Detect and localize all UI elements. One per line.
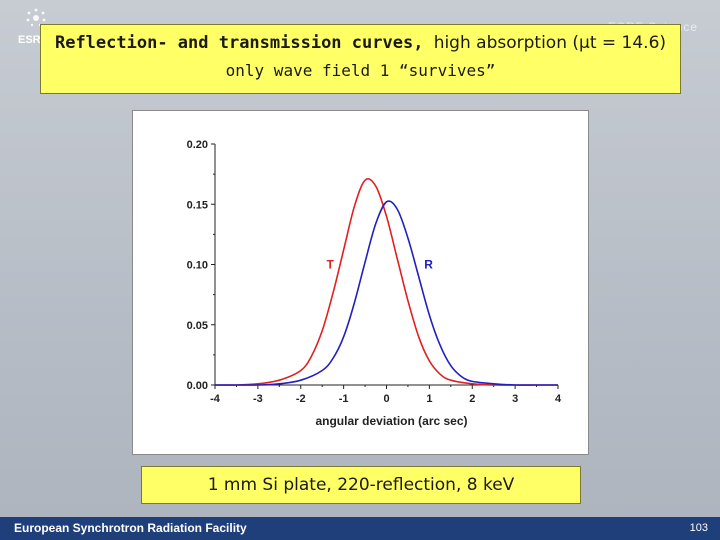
title-box: Reflection- and transmission curves, hig… xyxy=(40,24,681,94)
x-tick-label: -4 xyxy=(210,393,221,405)
x-tick-label: 4 xyxy=(555,393,562,405)
chart-series xyxy=(214,178,558,386)
title-line-2: only wave field 1 “survives” xyxy=(225,61,496,80)
y-tick-label: 0.10 xyxy=(187,260,208,272)
y-tick-label: 0.00 xyxy=(187,380,208,392)
footer-text: European Synchrotron Radiation Facility xyxy=(14,521,247,535)
x-tick-label: -1 xyxy=(339,393,349,405)
x-tick-label: 3 xyxy=(512,393,518,405)
page-number: 103 xyxy=(689,522,708,534)
x-axis-title: angular deviation (arc sec) xyxy=(315,414,467,428)
caption-text: 1 mm Si plate, 220-reflection, 8 keV xyxy=(207,475,515,495)
annotation-T: T xyxy=(326,258,334,272)
caption-box: 1 mm Si plate, 220-reflection, 8 keV xyxy=(141,466,581,504)
x-tick-label: 0 xyxy=(383,393,389,405)
chart-panel: 0.00 0.05 0.10 0.15 0.20 -4 -3 -2 -1 0 1 2 3 4 angular… xyxy=(132,110,589,455)
x-tick-label: 2 xyxy=(469,393,475,405)
x-tick-label: 1 xyxy=(426,393,432,405)
chart-labels: 0.00 0.05 0.10 0.15 0.20 -4 -3 -2 -1 0 1 2 3 4 angular… xyxy=(187,139,562,428)
title-line-1: Reflection- and transmission curves, hig… xyxy=(41,33,680,53)
title-plain: high absorption (μt = 14.6) xyxy=(433,33,667,53)
title-bold: Reflection- and transmission curves, xyxy=(54,33,424,53)
series-line-R xyxy=(214,200,558,386)
x-tick-label: -2 xyxy=(296,393,306,405)
y-tick-label: 0.05 xyxy=(187,320,208,332)
annotation-R: R xyxy=(424,258,433,272)
series-line-T xyxy=(214,178,558,386)
y-tick-label: 0.15 xyxy=(187,199,208,211)
x-tick-label: -3 xyxy=(253,393,263,405)
y-tick-label: 0.20 xyxy=(187,139,208,151)
chart-axes xyxy=(211,143,559,389)
chart-svg: 0.00 0.05 0.10 0.15 0.20 -4 -3 -2 -1 0 1 2 3 4 angular… xyxy=(187,139,562,428)
footer-bar: European Synchrotron Radiation Facility … xyxy=(0,517,720,540)
